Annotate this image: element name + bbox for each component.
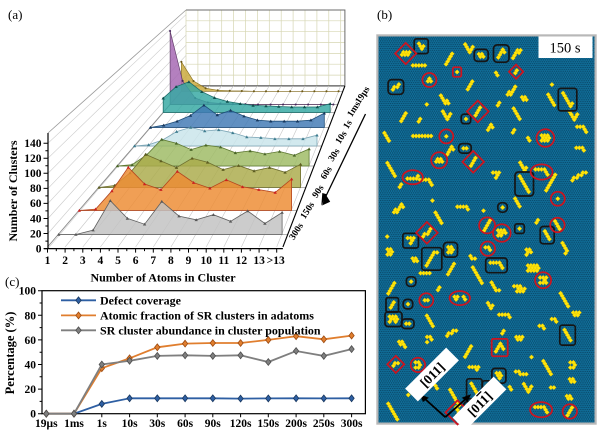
svg-text:(a): (a) [8,7,22,22]
svg-text:40: 40 [30,213,42,225]
svg-text:80: 80 [25,310,37,322]
svg-text:1ms: 1ms [64,418,84,430]
svg-text:13: 13 [253,255,265,267]
svg-text:9: 9 [186,255,192,267]
svg-text:30s: 30s [327,147,343,164]
svg-text:60s: 60s [177,418,194,430]
svg-text:250s: 250s [313,418,335,430]
svg-text:>13: >13 [267,255,285,267]
svg-text:10s: 10s [122,418,139,430]
svg-text:1s: 1s [97,418,108,430]
svg-text:140: 140 [24,138,42,150]
svg-text:3: 3 [80,255,86,267]
svg-text:Number of Atoms in Cluster: Number of Atoms in Cluster [90,271,236,285]
svg-text:60: 60 [30,198,42,210]
svg-text:60: 60 [25,335,37,347]
svg-text:8: 8 [168,255,174,267]
svg-text:120: 120 [24,153,42,165]
svg-text:10s: 10s [334,129,350,146]
svg-text:30s: 30s [149,418,166,430]
svg-text:60s: 60s [319,165,335,182]
svg-text:0: 0 [30,409,36,421]
svg-text:100: 100 [24,168,42,180]
svg-text:1s: 1s [342,118,355,131]
svg-text:(b): (b) [377,7,392,22]
svg-text:40: 40 [25,360,37,372]
svg-text:Percentage (%): Percentage (%) [3,312,17,395]
svg-text:(c): (c) [5,274,19,289]
svg-text:20: 20 [25,384,37,396]
svg-text:Number of Clusters: Number of Clusters [6,140,20,241]
svg-text:90s: 90s [205,418,222,430]
svg-text:200s: 200s [285,418,307,430]
svg-text:120s: 120s [230,418,252,430]
svg-text:1: 1 [45,255,51,267]
svg-text:100: 100 [19,286,37,298]
svg-text:2: 2 [62,255,68,267]
svg-text:80: 80 [30,183,42,195]
svg-text:19μs: 19μs [35,418,58,430]
svg-text:Atomic fraction of SR clusters: Atomic fraction of SR clusters in adatom… [100,308,314,322]
svg-text:300s: 300s [288,221,306,242]
svg-text:12: 12 [236,255,248,267]
svg-text:11: 11 [218,255,229,267]
svg-text:0: 0 [36,243,42,255]
svg-text:7: 7 [150,255,156,267]
svg-text:150s: 150s [299,200,317,221]
svg-text:150s: 150s [257,418,279,430]
svg-text:5: 5 [115,255,121,267]
svg-text:SR cluster abundance in cluste: SR cluster abundance in cluster populati… [100,323,321,337]
svg-text:6: 6 [133,255,139,267]
svg-text:4: 4 [98,255,104,267]
svg-text:300s: 300s [341,418,363,430]
svg-text:Defect coverage: Defect coverage [100,293,182,307]
svg-text:20: 20 [30,228,42,240]
svg-text:10: 10 [200,255,212,267]
svg-text:150 s: 150 s [549,41,580,57]
